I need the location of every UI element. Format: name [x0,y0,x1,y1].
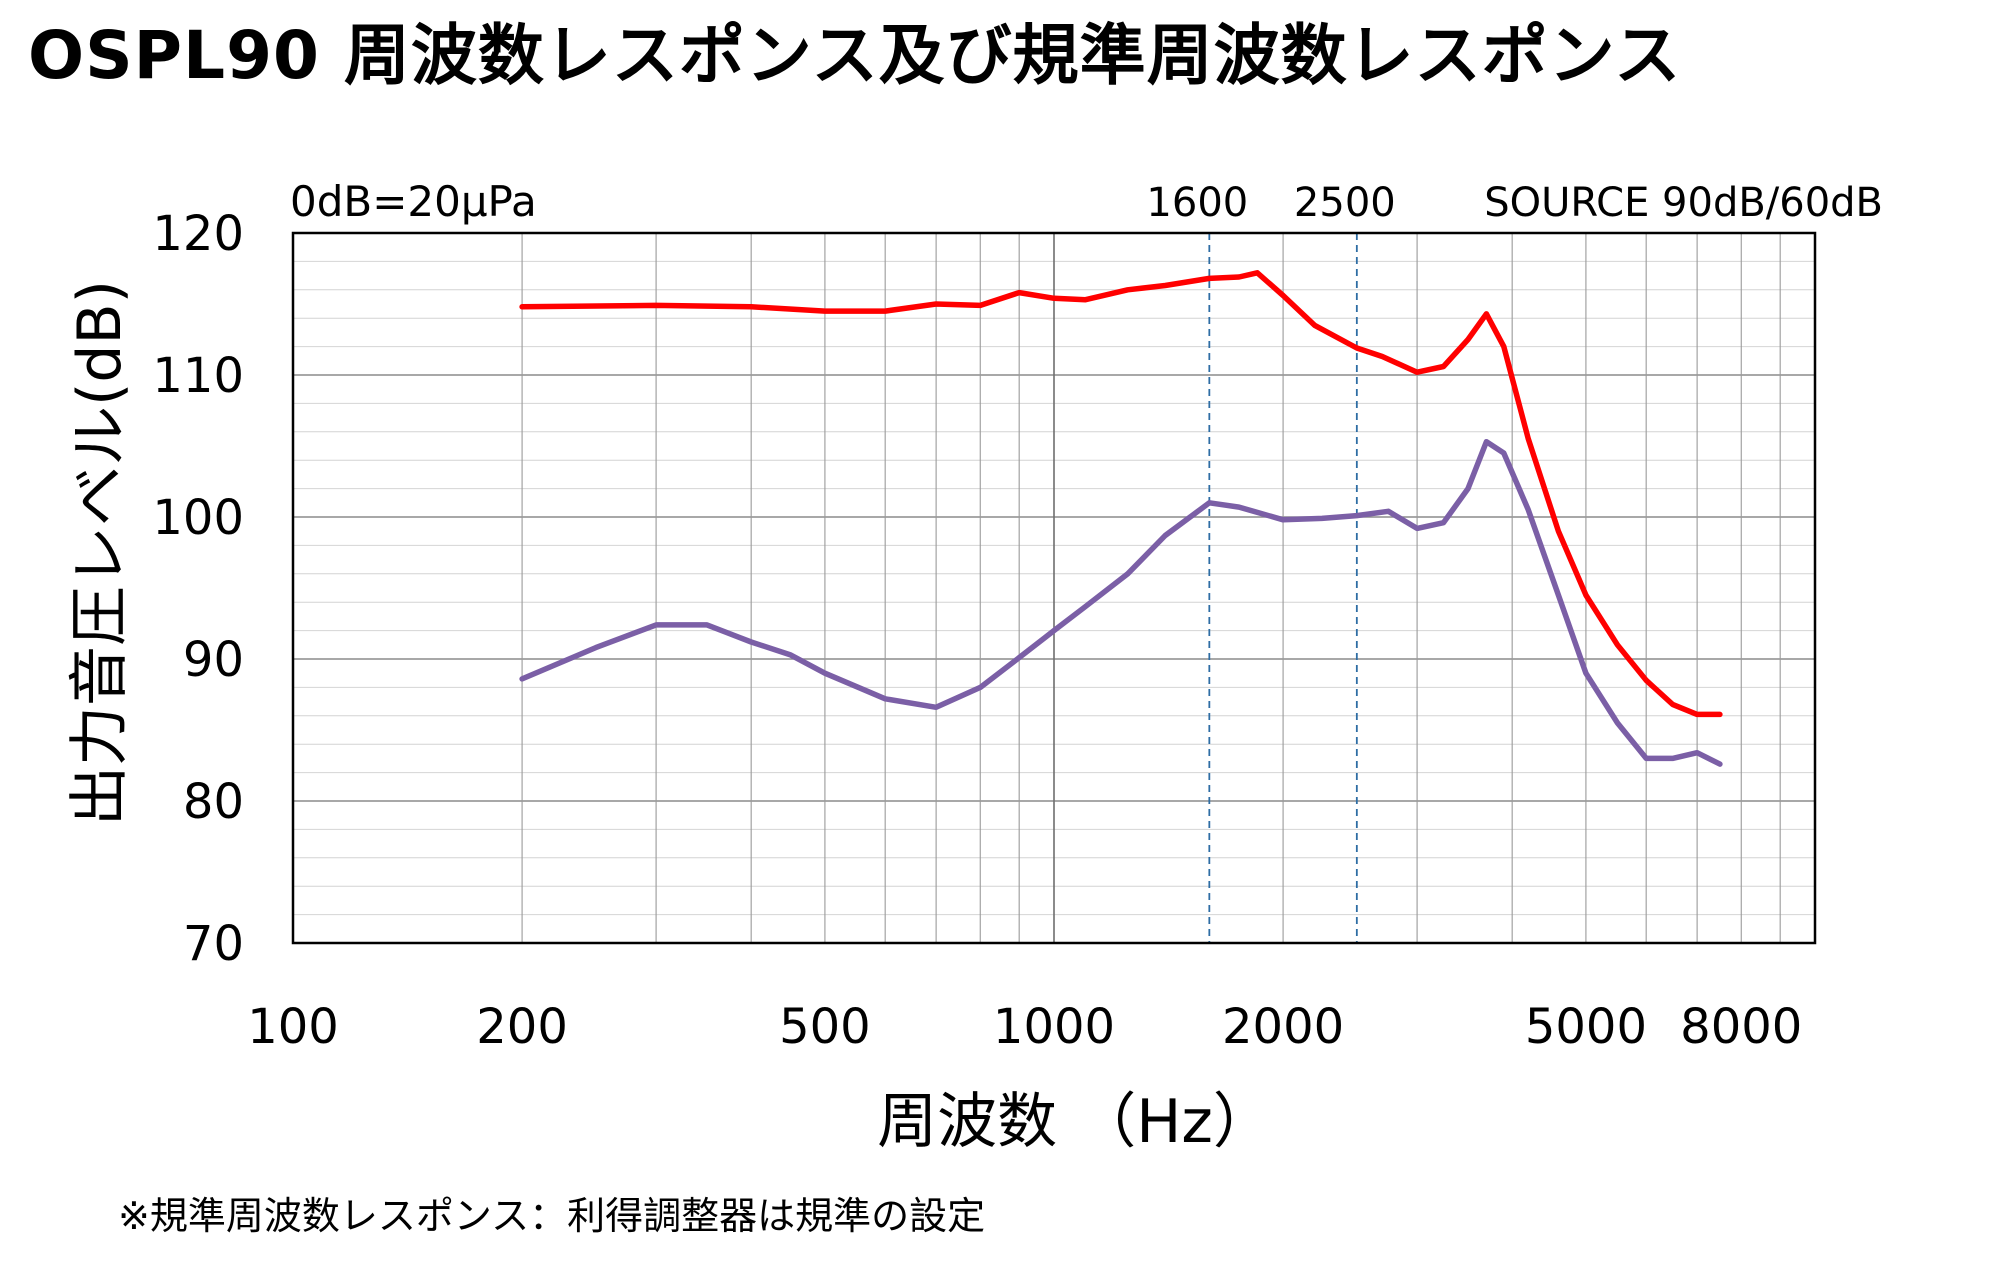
reference-level-annotation: 0dB=20μPa [290,177,537,226]
y-tick-label: 80 [183,774,244,830]
x-tick-label: 8000 [1680,999,1802,1055]
x-tick-labels: 100 200 500 1000 2000 5000 8000 [247,999,1802,1055]
x-axis-label: 周波数 （Hz） [877,1087,1273,1157]
series-lines [519,270,1723,767]
x-tick-label: 5000 [1525,999,1647,1055]
reference-line-labels: 1600 2500 [1146,180,1395,226]
y-tick-labels: 70 80 90 100 110 120 [152,206,244,972]
grid-lines [293,232,1815,944]
x-tick-label: 200 [476,999,568,1055]
source-annotation: SOURCE 90dB/60dB [1484,180,1883,226]
page-title: OSPL90 周波数レスポンス及び規準周波数レスポンス [28,17,1682,94]
y-tick-label: 100 [152,490,244,546]
y-tick-label: 90 [183,632,244,688]
x-tick-label: 100 [247,999,339,1055]
x-tick-label: 500 [779,999,871,1055]
series-line-1 [519,270,1723,718]
footnote: ※規準周波数レスポンス：利得調整器は規準の設定 [118,1194,986,1238]
plot-frame [291,231,1817,945]
reference-label-2500: 2500 [1294,180,1396,226]
y-tick-label: 110 [152,348,244,404]
reference-lines [1208,233,1358,943]
y-tick-label: 70 [183,916,244,972]
x-tick-label: 2000 [1222,999,1344,1055]
y-axis-label: 出力音圧レベル(dB) [65,280,135,826]
x-tick-label: 1000 [993,999,1115,1055]
reference-label-1600: 1600 [1146,180,1248,226]
y-tick-label: 120 [152,206,244,262]
series-line-2 [519,438,1723,767]
